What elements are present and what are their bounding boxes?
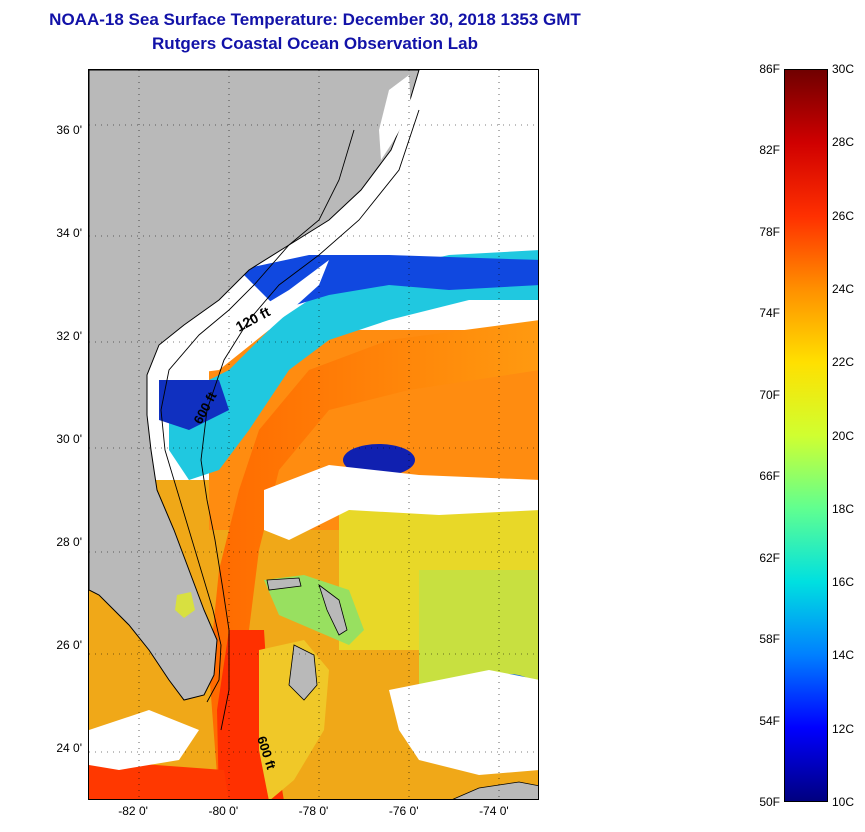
sst-map[interactable]: 120 ft 600 ft 600 ft [88, 69, 539, 800]
colorbar-celsius-label: 20C [832, 428, 855, 443]
cold-ga-blue [159, 380, 229, 430]
colorbar-celsius-label: 26C [832, 208, 855, 223]
abaco [318, 583, 348, 636]
colorbar-celsius-label: 14C [832, 648, 855, 663]
latitude-label: 26 0' [56, 637, 82, 652]
sst-east-green [419, 570, 538, 690]
colorbar-celsius-label: 24C [832, 281, 855, 296]
latitude-label: 28 0' [56, 534, 82, 549]
latitude-label: 32 0' [56, 328, 82, 343]
colorbar-celsius-label: 12C [832, 721, 855, 736]
contour-120ft [160, 129, 355, 703]
colorbar-fahrenheit-label: 50F [759, 795, 780, 809]
colorbar-celsius-label: 28C [832, 135, 855, 150]
latitude-label: 30 0' [56, 431, 82, 446]
colorbar-celsius-label: 10C [832, 795, 855, 809]
colorbar-fahrenheit-label: 62F [759, 550, 780, 565]
andros-island [288, 644, 318, 701]
map-title: NOAA-18 Sea Surface Temperature: Decembe… [49, 10, 581, 29]
longitude-label: -74 0' [479, 804, 509, 818]
colorbar-celsius-label: 22C [832, 355, 855, 370]
longitude-label: -82 0' [118, 804, 148, 818]
gulf-stream-core [209, 320, 538, 799]
colorbar-fahrenheit-label: 82F [759, 143, 780, 158]
colorbar-fahrenheit-label: 78F [759, 224, 780, 239]
cuba-coast [452, 781, 538, 799]
map-subtitle: Rutgers Coastal Ocean Observation Lab [152, 34, 478, 53]
cold-shelf-blue [239, 255, 538, 310]
latitude-label: 24 0' [56, 740, 82, 755]
colorbar-fahrenheit-label: 54F [759, 713, 780, 728]
temperature-colorbar [784, 69, 828, 802]
longitude-label: -76 0' [388, 804, 419, 818]
latitude-label: 34 0' [56, 225, 82, 240]
colorbar-celsius-label: 16C [832, 575, 855, 590]
colorbar-celsius-label: 18C [832, 501, 855, 516]
cloud-south [389, 670, 538, 775]
lake-okeechobee [175, 592, 195, 618]
cloud-keys [89, 710, 199, 770]
grand-bahama [266, 577, 302, 591]
latitude-label: 36 0' [56, 122, 82, 137]
colorbar-fahrenheit-label: 86F [759, 62, 780, 76]
cold-eddy [343, 444, 415, 476]
longitude-label: -78 0' [298, 804, 329, 818]
cloud-shelf-ga [169, 260, 329, 375]
colorbar-fahrenheit-label: 74F [759, 306, 780, 321]
keys-red [89, 760, 229, 799]
pamlico-sound [379, 75, 411, 160]
colorbar-celsius-label: 30C [832, 62, 855, 76]
colorbar-fahrenheit-label: 66F [759, 469, 780, 484]
longitude-label: -80 0' [208, 804, 239, 818]
contour-600ft [200, 109, 420, 731]
cloud-midbelt [264, 465, 538, 540]
colorbar-fahrenheit-label: 58F [759, 632, 780, 647]
colorbar-fahrenheit-label: 70F [759, 387, 780, 402]
us-southeast-land [89, 70, 420, 701]
